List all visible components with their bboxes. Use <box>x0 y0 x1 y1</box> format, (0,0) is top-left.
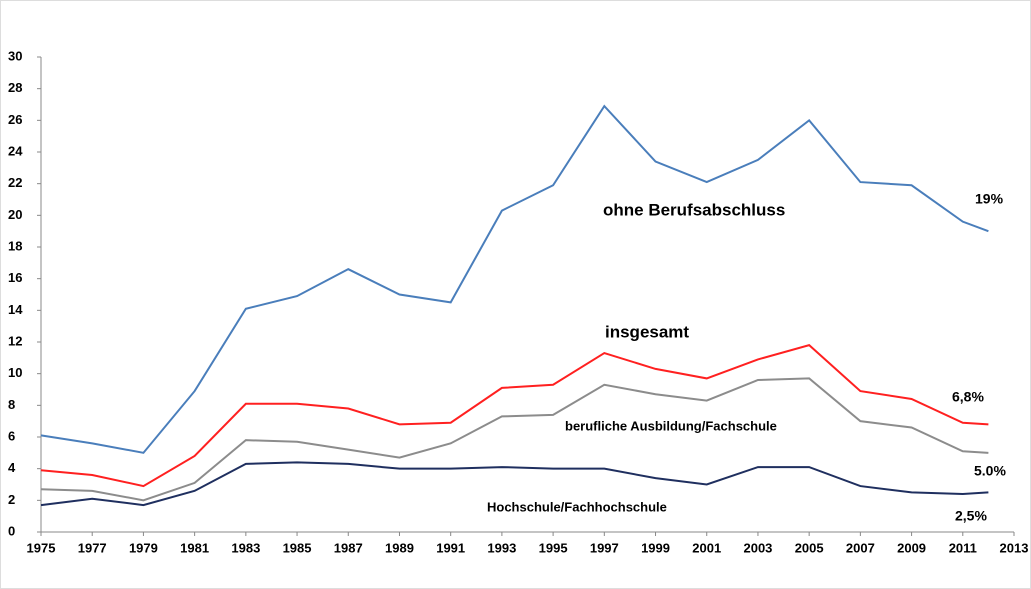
y-tick-label: 14 <box>8 302 23 317</box>
x-tick-label: 1989 <box>385 540 414 555</box>
y-tick-label: 6 <box>8 428 15 443</box>
y-tick-label: 16 <box>8 270 22 285</box>
x-tick-label: 2003 <box>743 540 772 555</box>
series-line <box>40 461 989 507</box>
y-tick-label: 4 <box>8 460 16 475</box>
end-label: 2,5% <box>955 508 987 524</box>
x-tick-label: 1977 <box>78 540 107 555</box>
end-label: 5.0% <box>974 463 1006 479</box>
y-tick-label: 24 <box>8 143 23 158</box>
x-tick-label: 2007 <box>846 540 875 555</box>
end-label: 6,8% <box>952 389 984 405</box>
x-tick-label: 1983 <box>231 540 260 555</box>
series-line <box>40 104 989 454</box>
y-tick-label: 10 <box>8 365 22 380</box>
x-tick-label: 1975 <box>27 540 56 555</box>
x-tick-label: 2001 <box>692 540 721 555</box>
series-label: berufliche Ausbildung/Fachschule <box>565 418 777 433</box>
x-tick-label: 1993 <box>487 540 516 555</box>
y-tick-label: 0 <box>8 523 15 538</box>
y-tick-label: 2 <box>8 492 15 507</box>
y-tick-label: 8 <box>8 397 15 412</box>
y-tick-label: 12 <box>8 333 22 348</box>
x-tick-label: 1997 <box>590 540 619 555</box>
x-tick-label: 2013 <box>1000 540 1029 555</box>
y-tick-label: 20 <box>8 207 22 222</box>
end-label: 19% <box>975 191 1004 207</box>
x-tick-label: 1995 <box>539 540 568 555</box>
series-line <box>40 344 989 488</box>
y-tick-label: 18 <box>8 238 22 253</box>
series-line <box>40 377 989 502</box>
x-tick-label: 1991 <box>436 540 465 555</box>
series-label: insgesamt <box>605 322 689 341</box>
x-tick-label: 1985 <box>283 540 312 555</box>
x-tick-label: 2005 <box>795 540 824 555</box>
series-label: Hochschule/Fachhochschule <box>487 499 667 514</box>
x-tick-label: 1981 <box>180 540 209 555</box>
y-tick-label: 28 <box>8 80 22 95</box>
y-tick-label: 26 <box>8 112 22 127</box>
x-tick-label: 1987 <box>334 540 363 555</box>
series-label: ohne Berufsabschluss <box>603 200 785 219</box>
y-tick-label: 22 <box>8 175 22 190</box>
x-tick-label: 1999 <box>641 540 670 555</box>
x-tick-label: 2009 <box>897 540 926 555</box>
y-tick-label: 30 <box>8 48 22 63</box>
x-tick-label: 1979 <box>129 540 158 555</box>
x-tick-label: 2011 <box>949 540 977 555</box>
